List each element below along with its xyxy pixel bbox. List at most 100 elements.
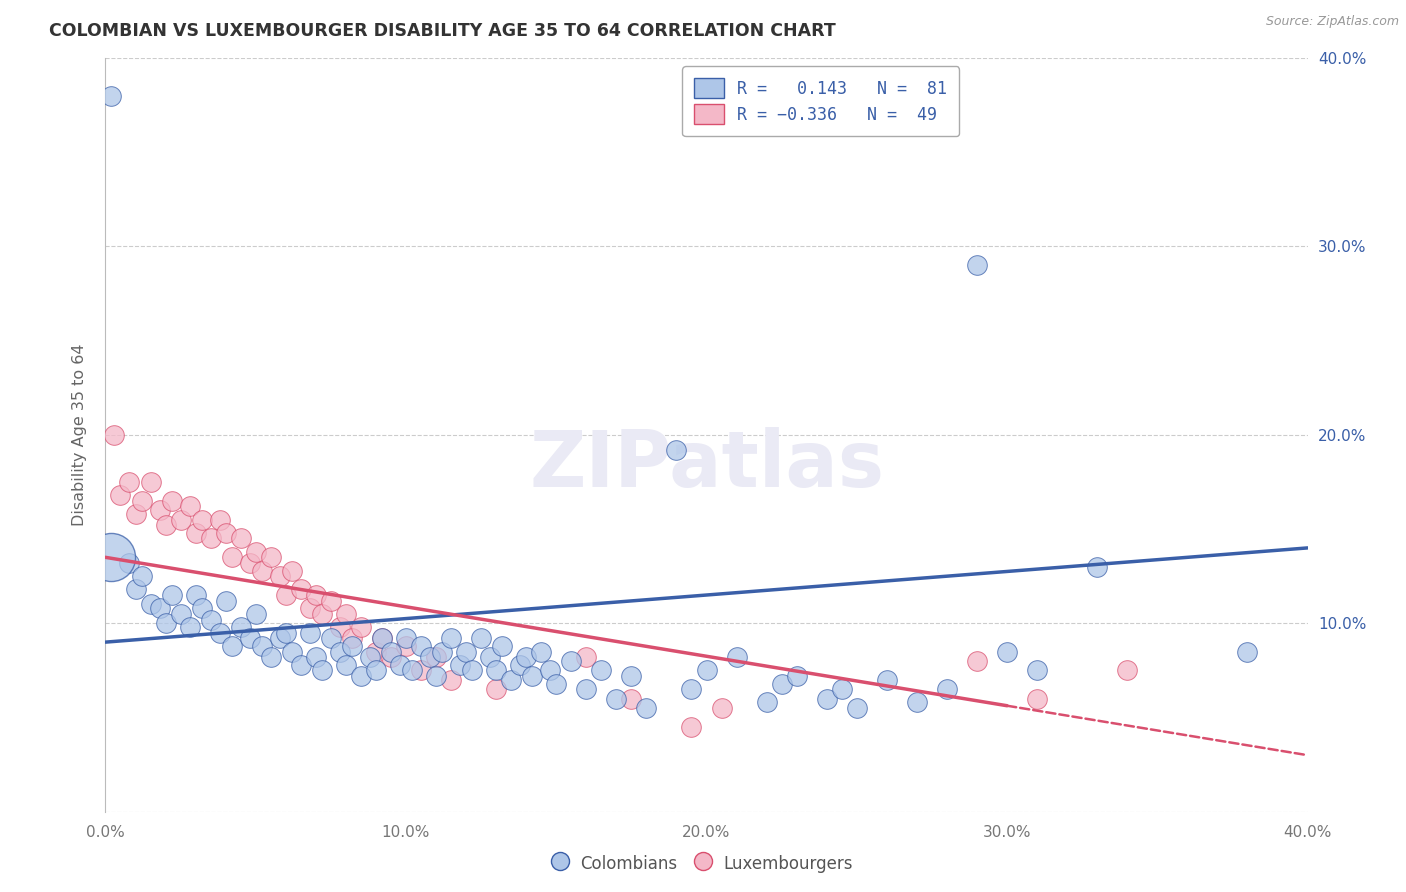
Point [245,607,267,621]
Point [274,625,297,640]
Point [118,556,141,570]
Point [710,701,733,715]
Point [501,673,523,687]
Point [139,598,162,612]
Point [560,654,582,668]
Point [148,601,170,615]
Legend: Colombians, Luxembourgers: Colombians, Luxembourgers [547,847,859,880]
Point [575,650,598,665]
Point [311,607,333,621]
Point [229,532,252,546]
Point [440,632,463,646]
Point [208,625,231,640]
Point [425,669,447,683]
Point [103,428,125,442]
Point [245,544,267,558]
Point [305,650,328,665]
Point [755,695,778,709]
Point [169,607,191,621]
Point [260,550,283,565]
Point [311,664,333,678]
Point [139,475,162,489]
Point [1085,559,1108,574]
Point [815,691,838,706]
Point [298,601,321,615]
Point [995,644,1018,658]
Y-axis label: Disability Age 35 to 64: Disability Age 35 to 64 [72,343,87,526]
Point [290,582,312,597]
Point [388,657,411,672]
Text: ZIPatlas: ZIPatlas [529,427,884,503]
Point [371,632,394,646]
Point [335,657,357,672]
Point [124,507,146,521]
Point [605,691,627,706]
Point [380,650,402,665]
Point [269,569,291,583]
Point [190,601,212,615]
Point [200,613,222,627]
Point [530,644,553,658]
Point [449,657,471,672]
Point [221,550,243,565]
Point [876,673,898,687]
Point [281,644,304,658]
Point [696,664,718,678]
Point [725,650,748,665]
Point [118,475,141,489]
Point [329,620,352,634]
Point [124,582,146,597]
Point [470,632,492,646]
Point [491,639,513,653]
Point [155,616,177,631]
Point [208,513,231,527]
Point [665,442,688,457]
Point [269,632,291,646]
Point [371,632,394,646]
Point [364,644,387,658]
Point [936,682,959,697]
Point [479,650,502,665]
Point [1026,691,1049,706]
Point [250,564,273,578]
Point [546,676,568,690]
Point [179,620,201,634]
Point [509,657,531,672]
Point [319,593,342,607]
Point [305,588,328,602]
Point [620,691,643,706]
Point [395,639,418,653]
Point [620,669,643,683]
Point [281,564,304,578]
Point [100,88,122,103]
Point [522,669,544,683]
Point [239,632,262,646]
Point [515,650,537,665]
Point [419,650,441,665]
Point [1116,664,1139,678]
Point [340,632,363,646]
Point [229,620,252,634]
Point [681,720,703,734]
Point [966,654,988,668]
Point [786,669,808,683]
Point [485,664,508,678]
Point [274,588,297,602]
Legend: R =   0.143   N =  81, R = −0.336   N =  49: R = 0.143 N = 81, R = −0.336 N = 49 [682,66,959,136]
Point [350,620,373,634]
Point [239,556,262,570]
Point [364,664,387,678]
Point [845,701,868,715]
Point [591,664,613,678]
Point [350,669,373,683]
Point [250,639,273,653]
Point [359,650,381,665]
Point [214,593,236,607]
Point [221,639,243,653]
Point [184,525,207,540]
Point [190,513,212,527]
Point [200,532,222,546]
Point [681,682,703,697]
Point [335,607,357,621]
Point [1236,644,1258,658]
